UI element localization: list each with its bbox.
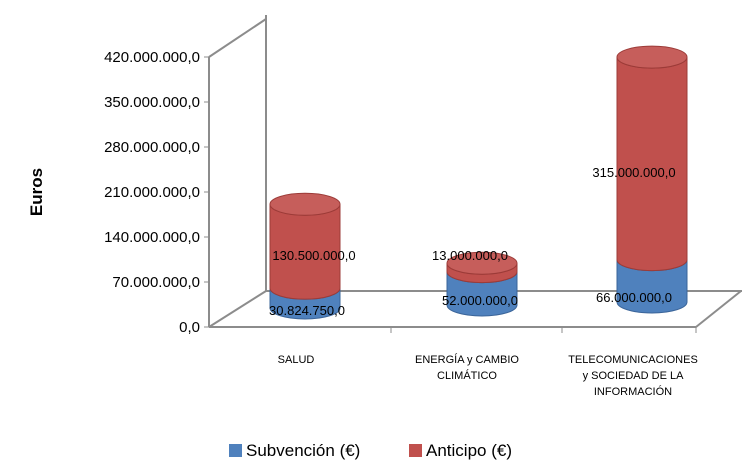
floor-left-edge (208, 290, 267, 328)
bar-anticipo (269, 192, 341, 300)
floor-right-edge (695, 290, 742, 328)
data-label-subvencion: 30.824.750,0 (269, 303, 345, 318)
y-tick-label: 350.000.000,0 (104, 94, 200, 111)
y-tick-label: 210.000.000,0 (104, 184, 200, 201)
x-category-label: SALUD (278, 354, 315, 366)
x-category-label: CLIMÁTICO (437, 369, 497, 382)
y-axis-title: Euros (27, 168, 46, 216)
bar-anticipo (616, 45, 688, 272)
data-label-anticipo: 130.500.000,0 (272, 248, 355, 263)
y-tick-label: 420.000.000,0 (104, 49, 200, 66)
x-category-label: y SOCIEDAD DE LA (583, 370, 685, 382)
bar-anticipo-body (616, 56, 688, 272)
bar-anticipo-top (616, 45, 688, 69)
side-wall-top-edge (208, 18, 267, 58)
x-category-label: ENERGÍA y CAMBIO (415, 353, 519, 366)
legend-label: Subvención (€) (246, 441, 360, 460)
x-category-label: TELECOMUNICACIONES (568, 354, 698, 366)
bar-anticipo-top (446, 251, 518, 275)
data-label-subvencion: 66.000.000,0 (596, 290, 672, 305)
legend-label: Anticipo (€) (426, 441, 512, 460)
legend-swatch (409, 444, 422, 457)
data-label-anticipo: 13.000.000,0 (432, 248, 508, 263)
y-tick-label: 280.000.000,0 (104, 139, 200, 156)
x-category-label: INFORMACIÓN (594, 385, 672, 398)
data-label-subvencion: 52.000.000,0 (442, 293, 518, 308)
y-tick-label: 140.000.000,0 (104, 229, 200, 246)
legend-swatch (229, 444, 242, 457)
data-label-anticipo: 315.000.000,0 (592, 165, 675, 180)
bar-anticipo-top (269, 192, 341, 216)
y-tick-label: 0,0 (179, 319, 200, 336)
bar-anticipo (446, 251, 518, 284)
y-tick-label: 70.000.000,0 (112, 274, 200, 291)
